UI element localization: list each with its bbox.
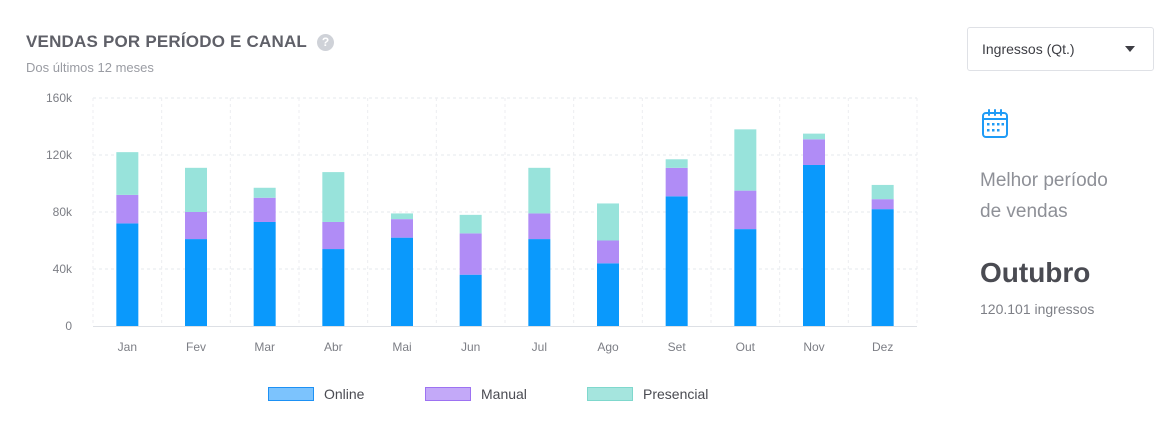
bar-presencial-mar	[253, 187, 276, 198]
y-tick-label: 80k	[53, 205, 73, 219]
best-period-label: Melhor período de vendas	[980, 165, 1160, 227]
bar-online-fev	[185, 239, 207, 326]
bar-manual-jan	[116, 194, 139, 224]
x-tick-label: Nov	[803, 340, 824, 354]
metric-dropdown[interactable]: Ingressos (Qt.)	[967, 27, 1154, 71]
chevron-down-icon	[1125, 46, 1135, 52]
legend-item-online[interactable]: Online	[268, 386, 364, 402]
best-period-panel: Melhor período de vendas Outubro 120.101…	[980, 108, 1160, 317]
bar-online-jun	[459, 274, 482, 326]
chart-subtitle: Dos últimos 12 meses	[26, 60, 154, 75]
x-tick-label: Dez	[872, 340, 893, 354]
bar-presencial-out	[734, 129, 757, 191]
legend-label-manual: Manual	[481, 386, 527, 402]
bar-presencial-set	[665, 159, 688, 168]
bar-manual-set	[665, 167, 688, 197]
bar-presencial-abr	[322, 172, 345, 222]
legend-item-presencial[interactable]: Presencial	[587, 386, 708, 402]
y-tick-label: 160k	[46, 91, 73, 105]
bar-online-jul	[528, 239, 551, 326]
legend-label-online: Online	[324, 386, 365, 402]
bar-manual-nov	[803, 139, 825, 165]
title-row: VENDAS POR PERÍODO E CANAL ?	[26, 32, 335, 52]
bar-online-ago	[597, 263, 619, 326]
bar-online-mar	[253, 221, 276, 326]
y-tick-label: 40k	[53, 262, 73, 276]
y-tick-label: 120k	[46, 148, 73, 162]
bar-manual-dez	[871, 199, 894, 210]
x-tick-label: Mai	[392, 340, 411, 354]
bar-manual-out	[734, 190, 757, 230]
chart-svg: 0 40k 80k 120k 160k Jan Fev Mar Abr Mai Jun Jul Ago S…	[46, 91, 918, 354]
bar-manual-fev	[185, 212, 207, 240]
help-icon[interactable]: ?	[317, 33, 335, 51]
bar-presencial-fev	[185, 167, 207, 212]
bar-online-mai	[391, 237, 413, 326]
chart-header: VENDAS POR PERÍODO E CANAL ? Dos últimos…	[26, 32, 335, 75]
bar-manual-mai	[391, 219, 413, 238]
bar-presencial-dez	[871, 184, 894, 200]
bar-online-jan	[116, 223, 139, 326]
x-tick-label: Jun	[461, 340, 480, 354]
bar-presencial-nov	[803, 133, 825, 140]
y-tick-label: 0	[65, 319, 72, 333]
bar-manual-abr	[322, 221, 345, 250]
bar-online-abr	[322, 249, 345, 326]
best-period-count: 120.101 ingressos	[980, 301, 1095, 317]
bar-manual-mar	[253, 197, 276, 222]
x-tick-label: Jul	[532, 340, 547, 354]
bar-online-set	[665, 196, 688, 326]
bar-manual-jun	[459, 233, 482, 275]
x-tick-label: Mar	[254, 340, 275, 354]
chart-legend: Online Manual Presencial	[0, 386, 940, 406]
legend-swatch-online	[268, 387, 314, 401]
x-tick-label: Ago	[597, 340, 619, 354]
best-period-label-line2: de vendas	[980, 201, 1068, 222]
bar-presencial-jan	[116, 152, 139, 195]
metric-dropdown-value: Ingressos (Qt.)	[982, 41, 1075, 57]
bar-online-nov	[803, 164, 825, 326]
legend-label-presencial: Presencial	[643, 386, 709, 402]
bar-manual-jul	[528, 213, 551, 240]
legend-swatch-presencial	[587, 387, 633, 401]
x-tick-label: Jan	[118, 340, 137, 354]
bar-manual-ago	[597, 240, 619, 264]
bar-presencial-mai	[391, 213, 413, 220]
legend-item-manual[interactable]: Manual	[425, 386, 527, 402]
x-tick-label: Set	[668, 340, 687, 354]
calendar-icon	[982, 109, 1008, 138]
bar-presencial-jun	[459, 214, 482, 234]
bar-presencial-ago	[597, 203, 619, 241]
best-period-label-line1: Melhor período	[980, 170, 1108, 191]
x-tick-label: Out	[736, 340, 756, 354]
bar-online-out	[734, 229, 757, 326]
bar-online-dez	[871, 209, 894, 326]
chart-title: VENDAS POR PERÍODO E CANAL	[26, 32, 308, 51]
best-period-value: Outubro	[980, 257, 1091, 288]
x-tick-label: Abr	[324, 340, 343, 354]
legend-swatch-manual	[425, 387, 471, 401]
x-tick-label: Fev	[186, 340, 206, 354]
bar-presencial-jul	[528, 167, 551, 214]
bar-chart: 0 40k 80k 120k 160k Jan Fev Mar Abr Mai Jun Jul Ago S…	[0, 91, 940, 406]
